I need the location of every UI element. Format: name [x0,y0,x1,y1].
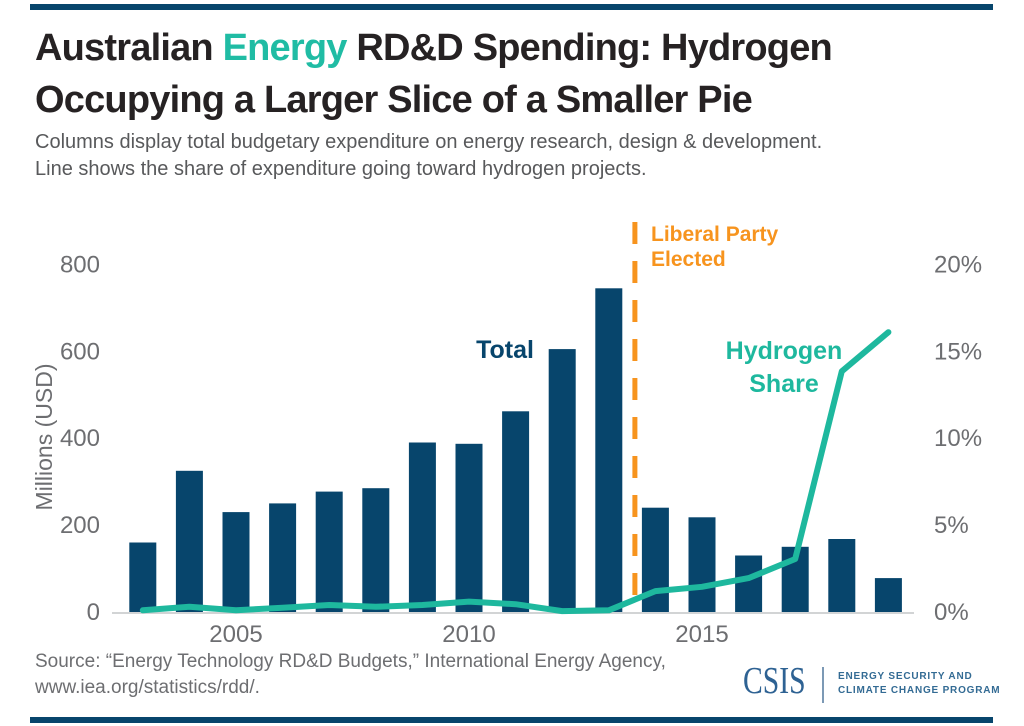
bar-2019 [874,578,902,612]
left-axis-ticks: 800 600 400 200 0 [60,251,100,626]
bar-2018 [828,539,856,612]
bar-2005 [222,512,250,612]
top-rule [30,4,993,10]
x-axis-tick-2005: 2005 [209,621,262,648]
right-axis-tick-20: 20% [934,251,982,278]
bar-2008 [362,488,390,612]
program-name: ENERGY SECURITY AND CLIMATE CHANGE PROGR… [838,670,1000,698]
hydrogen-series-label-line1: Hydrogen [726,337,843,365]
right-axis-tick-10: 10% [934,425,982,452]
annotation-label-line2: Elected [651,248,726,271]
source-line-2: www.iea.org/statistics/rdd/. [35,677,260,698]
subtitle-line-2: Line shows the share of expenditure goin… [35,158,647,180]
right-axis-ticks: 20% 15% 10% 5% 0% [934,251,982,626]
y-axis-tick-0: 0 [87,599,100,626]
right-axis-tick-0: 0% [934,599,969,626]
bar-2010 [455,443,483,612]
left-axis-title: Millions (USD) [31,364,57,511]
csis-logo-wordmark: CSIS [743,660,806,702]
hydrogen-share-line [139,329,892,615]
y-axis-tick-600: 600 [60,338,100,365]
bar-2012 [548,349,576,612]
y-axis-tick-200: 200 [60,512,100,539]
program-name-line2: CLIMATE CHANGE PROGRAM [838,685,1001,696]
y-axis-tick-400: 400 [60,425,100,452]
bar-2011 [502,411,530,612]
x-axis-tick-2010: 2010 [442,621,495,648]
right-axis-tick-5: 5% [934,512,969,539]
title-highlight-energy: Energy [222,27,348,69]
bar-2003 [129,542,157,612]
subtitle-line-1: Columns display total budgetary expendit… [35,131,823,153]
title-line-1: Australian Energy RD&D Spending: Hydroge… [35,22,833,74]
source-note: Source: “Energy Technology RD&D Budgets,… [35,649,666,701]
hydrogen-series-label-line2: Share [749,370,819,398]
title-part-1: Australian [35,27,223,69]
bar-2004 [175,470,203,612]
program-name-line1: ENERGY SECURITY AND [838,671,973,682]
bar-2006 [269,503,297,612]
bar-2007 [315,491,343,612]
total-series-label: Total [476,336,534,364]
source-line-1: Source: “Energy Technology RD&D Budgets,… [35,651,666,672]
bar-2013 [595,288,623,612]
logo-divider [822,667,824,703]
x-axis-ticks: 2005 2010 2015 [209,621,728,648]
title-line-2: Occupying a Larger Slice of a Smaller Pi… [35,79,753,121]
chart-subtitle: Columns display total budgetary expendit… [35,129,822,183]
bottom-rule [30,717,993,723]
right-axis-tick-15: 15% [934,338,982,365]
bar-2009 [408,442,436,612]
title-part-2: RD&D Spending: Hydrogen [346,27,832,69]
annotation-label-line1: Liberal Party [651,223,779,246]
x-axis-tick-2015: 2015 [675,621,728,648]
y-axis-tick-800: 800 [60,251,100,278]
bar-2015 [688,517,716,612]
bar-2016 [735,555,763,612]
page-title: Australian Energy RD&D Spending: Hydroge… [35,22,833,126]
